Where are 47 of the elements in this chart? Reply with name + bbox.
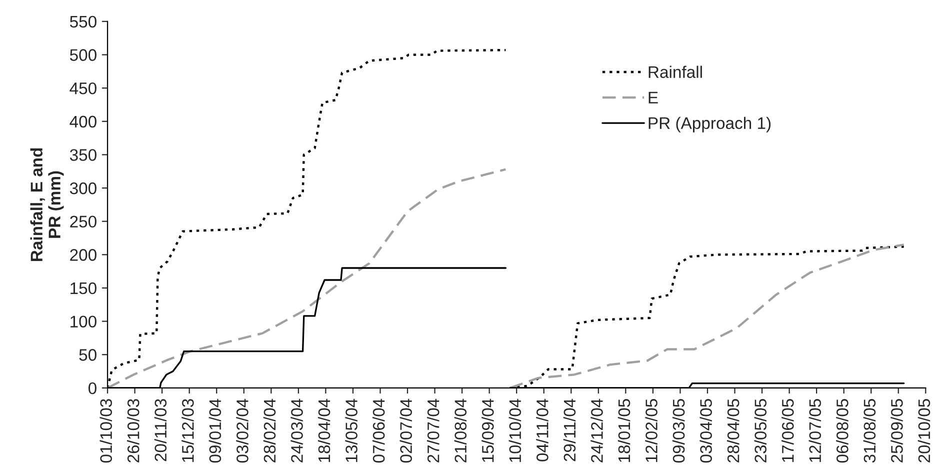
x-tick-label: 23/05/05 [754,399,766,462]
x-tick-label: 15/12/03 [182,399,194,462]
y-tick-label: 450 [70,82,96,94]
x-tick-label: 29/11/04 [563,398,576,462]
y-tick-label: 0 [88,382,96,394]
x-tick-label: 28/02/04 [263,398,276,462]
x-tick-label: 24/03/04 [290,398,303,462]
x-tick-label: 02/07/04 [400,398,412,463]
x-tick-label: 07/06/04 [372,398,385,463]
x-tick-label: 04/11/04 [536,398,548,462]
y-axis-title: Rainfall, E and PR (mm) [30,148,64,261]
x-tick-label: 10/10/04 [508,398,522,462]
x-tick-label: 24/12/04 [590,398,603,462]
x-tick-label: 15/09/04 [482,398,494,462]
x-tick-label: 20/11/03 [154,399,167,462]
legend-label: PR (Approach 1) [648,116,771,132]
x-tick-label: 27/07/04 [427,398,440,462]
y-tick-label: 350 [70,149,96,161]
y-tick-label: 100 [70,316,96,328]
x-tick-label: 28/04/05 [726,399,740,462]
y-tick-label: 200 [70,249,96,261]
legend-label: Rainfall [648,66,702,78]
x-tick-label: 26/10/03 [127,399,140,462]
x-tick-label: 09/01/04 [208,398,222,463]
x-tick-label: 03/04/05 [700,399,712,463]
y-tick-label: 150 [70,282,96,294]
x-tick-label: 06/08/05 [836,399,848,463]
x-tick-label: 25/09/05 [890,399,903,462]
y-tick-label: 300 [70,182,96,194]
y-tick-label: 400 [70,116,96,128]
y-tick-label: 50 [79,349,96,361]
x-tick-label: 17/06/05 [782,399,794,462]
legend-label: E [648,92,658,104]
x-tick-label: 09/03/05 [672,399,685,463]
x-tick-label: 18/01/05 [618,399,630,462]
y-tick-label: 550 [70,16,96,28]
y-tick-label: 500 [70,49,96,61]
x-tick-label: 21/08/04 [454,398,467,462]
x-tick-label: 13/05/04 [345,398,358,462]
x-tick-label: 31/08/05 [863,399,876,463]
x-tick-label: 12/07/05 [808,399,822,462]
y-tick-label: 250 [70,216,96,228]
x-tick-label: 12/02/05 [645,399,658,462]
x-tick-label: 03/02/04 [236,398,248,463]
x-tick-label: 01/10/03 [100,399,112,463]
x-tick-label: 18/04/04 [318,398,330,462]
x-tick-label: 20/10/05 [918,399,930,462]
